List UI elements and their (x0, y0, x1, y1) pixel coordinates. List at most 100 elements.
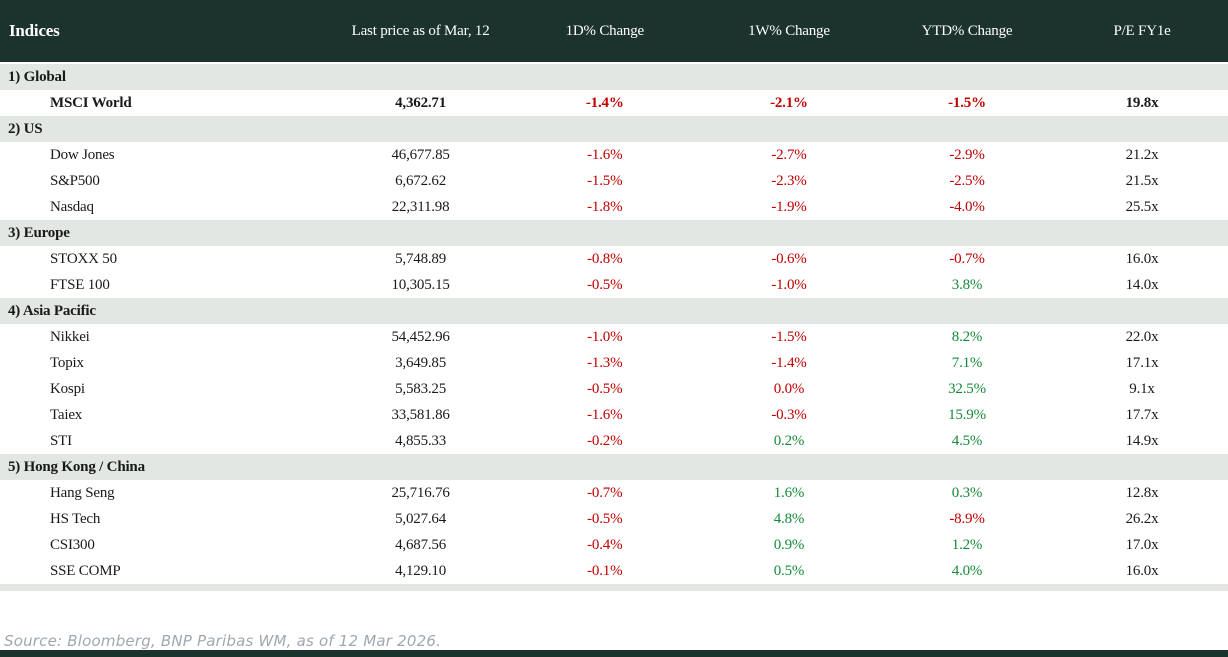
index-name: FTSE 100 (50, 276, 110, 293)
change-1d: -1.5% (587, 172, 623, 189)
index-name: S&P500 (50, 172, 100, 189)
last-price: 5,583.25 (395, 380, 447, 397)
table-header-row: Indices Last price as of Mar, 12 1D% Cha… (0, 0, 1228, 63)
table-row: Topix 3,649.85 -1.3% -1.4% 7.1% 17.1x (0, 350, 1228, 376)
pe-fy1e: 9.1x (1129, 380, 1155, 397)
change-1d: -0.4% (587, 536, 623, 553)
table-row: Hang Seng 25,716.76 -0.7% 1.6% 0.3% 12.8x (0, 480, 1228, 506)
change-1w: 0.5% (773, 562, 805, 579)
change-ytd: 1.2% (951, 536, 983, 553)
index-name: STI (50, 432, 72, 449)
last-price: 4,362.71 (395, 94, 447, 111)
table-row: Kospi 5,583.25 -0.5% 0.0% 32.5% 9.1x (0, 376, 1228, 402)
pe-fy1e: 19.8x (1125, 94, 1159, 111)
change-1w: -2.1% (770, 94, 808, 111)
index-name: Topix (50, 354, 84, 371)
pe-fy1e: 12.8x (1125, 484, 1159, 501)
bottom-bar (0, 650, 1228, 657)
change-1d: -0.7% (587, 484, 623, 501)
table-row: MSCI World 4,362.71 -1.4% -2.1% -1.5% 19.8x (0, 90, 1228, 116)
change-1w: -2.3% (771, 172, 807, 189)
column-header-1d-change: 1D% Change (509, 0, 700, 63)
change-ytd: -0.7% (949, 250, 985, 267)
change-1d: -1.6% (587, 146, 623, 163)
pe-fy1e: 14.0x (1125, 276, 1159, 293)
change-1w: -1.4% (771, 354, 807, 371)
change-1d: -0.1% (587, 562, 623, 579)
table-row: HS Tech 5,027.64 -0.5% 4.8% -8.9% 26.2x (0, 506, 1228, 532)
change-1w: 0.2% (773, 432, 805, 449)
index-name: Hang Seng (50, 484, 115, 501)
change-1w: -0.3% (771, 406, 807, 423)
pe-fy1e: 22.0x (1125, 328, 1159, 345)
table-row: STOXX 50 5,748.89 -0.8% -0.6% -0.7% 16.0x (0, 246, 1228, 272)
section-label: 1) Global (0, 62, 1228, 90)
section-row: 1) Global (0, 62, 1228, 90)
section-label: 3) Europe (0, 220, 1228, 246)
section-label: 4) Asia Pacific (0, 298, 1228, 324)
change-1w: -1.9% (771, 198, 807, 215)
last-price: 25,716.76 (391, 484, 450, 501)
table-row: Nasdaq 22,311.98 -1.8% -1.9% -4.0% 25.5x (0, 194, 1228, 220)
table-row: Dow Jones 46,677.85 -1.6% -2.7% -2.9% 21.2x (0, 142, 1228, 168)
last-price: 33,581.86 (391, 406, 450, 423)
last-price: 54,452.96 (391, 328, 450, 345)
change-1d: -1.4% (585, 94, 624, 111)
section-row: 4) Asia Pacific (0, 298, 1228, 324)
last-price: 46,677.85 (391, 146, 450, 163)
pe-fy1e: 16.0x (1125, 562, 1159, 579)
change-1w: 0.0% (773, 380, 805, 397)
change-1w: 4.8% (773, 510, 805, 527)
table-row: CSI300 4,687.56 -0.4% 0.9% 1.2% 17.0x (0, 532, 1228, 558)
change-ytd: 4.5% (951, 432, 983, 449)
column-header-ytd-change: YTD% Change (877, 0, 1057, 63)
last-price: 5,027.64 (395, 510, 447, 527)
pe-fy1e: 16.0x (1125, 250, 1159, 267)
change-ytd: -2.5% (949, 172, 985, 189)
change-1d: -1.6% (587, 406, 623, 423)
change-1d: -0.5% (587, 380, 623, 397)
index-name: Taiex (50, 406, 83, 423)
section-label: 5) Hong Kong / China (0, 454, 1228, 480)
table-row: STI 4,855.33 -0.2% 0.2% 4.5% 14.9x (0, 428, 1228, 454)
change-1w: 1.6% (773, 484, 805, 501)
column-header-pe-fy1e: P/E FY1e (1056, 0, 1228, 63)
section-row: 3) Europe (0, 220, 1228, 246)
table-row: Taiex 33,581.86 -1.6% -0.3% 15.9% 17.7x (0, 402, 1228, 428)
index-name: Nikkei (50, 328, 90, 345)
index-name: Dow Jones (50, 146, 115, 163)
change-1w: -0.6% (771, 250, 807, 267)
column-header-last-price: Last price as of Mar, 12 (331, 0, 510, 63)
index-name: Kospi (50, 380, 85, 397)
index-name: STOXX 50 (50, 250, 117, 267)
last-price: 3,649.85 (395, 354, 447, 371)
change-1w: 0.9% (773, 536, 805, 553)
change-ytd: 0.3% (951, 484, 983, 501)
pe-fy1e: 26.2x (1125, 510, 1159, 527)
pe-fy1e: 17.0x (1125, 536, 1159, 553)
index-name: SSE COMP (50, 562, 121, 579)
column-header-1w-change: 1W% Change (699, 0, 878, 63)
section-row: 5) Hong Kong / China (0, 454, 1228, 480)
index-name: HS Tech (50, 510, 101, 527)
table-row: SSE COMP 4,129.10 -0.1% 0.5% 4.0% 16.0x (0, 558, 1228, 584)
table-row: Nikkei 54,452.96 -1.0% -1.5% 8.2% 22.0x (0, 324, 1228, 350)
pe-fy1e: 17.7x (1125, 406, 1159, 423)
last-price: 4,687.56 (395, 536, 447, 553)
change-ytd: -8.9% (949, 510, 985, 527)
change-1d: -0.2% (587, 432, 623, 449)
change-ytd: 8.2% (951, 328, 983, 345)
indices-table: Indices Last price as of Mar, 12 1D% Cha… (0, 0, 1228, 584)
change-1d: -1.0% (587, 328, 623, 345)
pe-fy1e: 25.5x (1125, 198, 1159, 215)
change-1d: -0.8% (587, 250, 623, 267)
last-price: 6,672.62 (395, 172, 447, 189)
section-label: 2) US (0, 116, 1228, 142)
change-ytd: 7.1% (951, 354, 983, 371)
column-header-indices: Indices (0, 0, 332, 63)
change-ytd: 4.0% (951, 562, 983, 579)
pe-fy1e: 21.2x (1125, 146, 1159, 163)
index-name: Nasdaq (50, 198, 94, 215)
table-row: FTSE 100 10,305.15 -0.5% -1.0% 3.8% 14.0x (0, 272, 1228, 298)
